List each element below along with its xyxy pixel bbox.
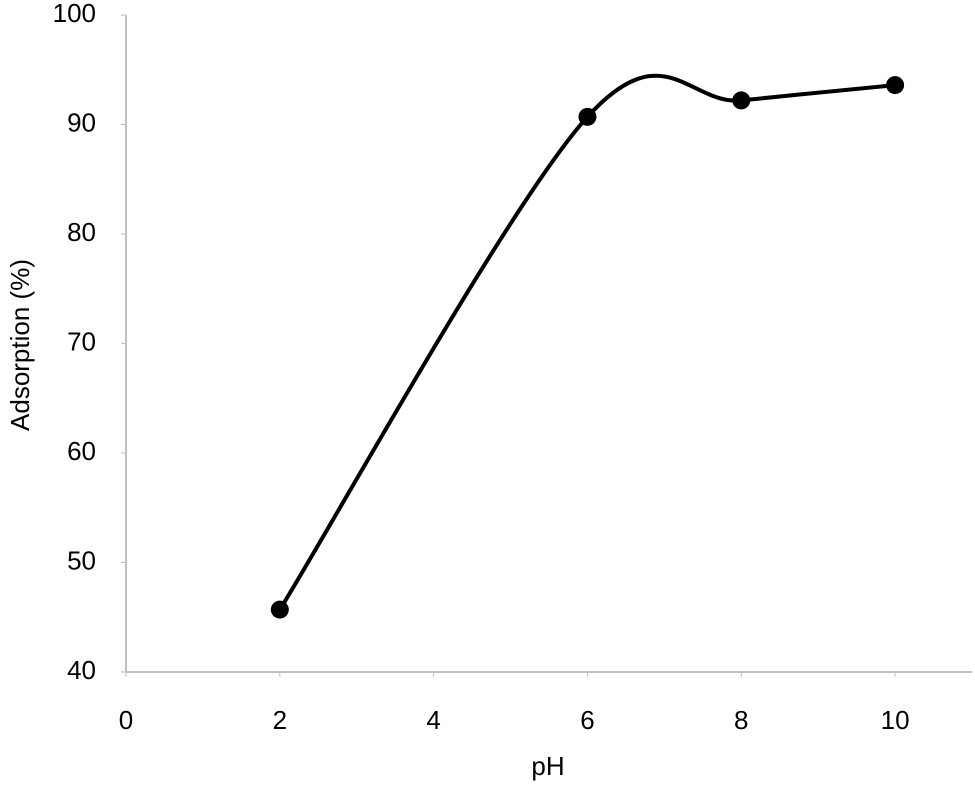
y-tick-label: 90 bbox=[67, 107, 96, 137]
marker bbox=[578, 107, 597, 126]
y-tick-label: 70 bbox=[67, 326, 96, 356]
y-tick-label: 100 bbox=[53, 0, 96, 28]
y-tick-label: 40 bbox=[67, 655, 96, 685]
marker bbox=[732, 91, 751, 110]
x-tick-label: 6 bbox=[580, 705, 594, 735]
y-tick-label: 50 bbox=[67, 545, 96, 575]
marker bbox=[886, 76, 905, 95]
line bbox=[278, 73, 896, 611]
y-tick-label: 60 bbox=[67, 436, 96, 466]
x-axis-title: pH bbox=[531, 751, 564, 781]
x-tick-label: 8 bbox=[734, 705, 748, 735]
x-tick-label: 4 bbox=[426, 705, 440, 735]
marker bbox=[270, 600, 289, 619]
x-tick-label: 2 bbox=[273, 705, 287, 735]
y-axis-title: Adsorption (%) bbox=[5, 259, 35, 431]
x-tick-label: 10 bbox=[881, 705, 910, 735]
y-tick-label: 80 bbox=[67, 217, 96, 247]
x-tick-label: 0 bbox=[119, 705, 133, 735]
